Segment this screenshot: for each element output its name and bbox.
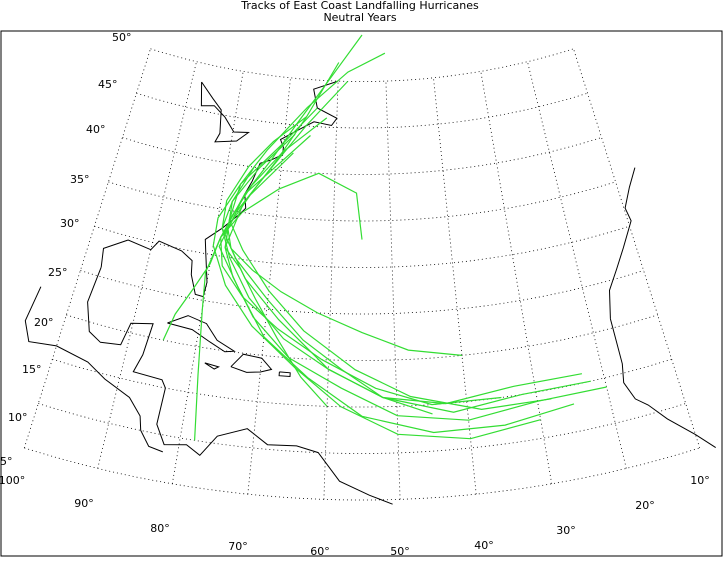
map-layers <box>23 34 716 505</box>
latitude-line <box>136 92 588 129</box>
coastline <box>100 80 339 298</box>
map-subtitle: Neutral Years <box>323 11 396 24</box>
latitude-label: 5° <box>0 455 13 468</box>
longitude-label: 70° <box>228 540 248 553</box>
longitude-line <box>385 81 401 500</box>
latitude-label: 45° <box>98 78 118 91</box>
longitude-line <box>247 77 291 495</box>
coastline <box>609 318 716 449</box>
longitude-label: 60° <box>310 545 330 558</box>
hurricane-track <box>194 34 363 441</box>
latitude-line <box>80 270 644 315</box>
latitude-label: 10° <box>8 411 28 424</box>
coastline <box>278 371 291 378</box>
latitude-line <box>122 137 602 175</box>
hurricane-track <box>221 166 591 413</box>
longitude-label: 10° <box>690 474 710 487</box>
hurricane-track <box>224 62 607 421</box>
hurricane-track <box>227 135 462 356</box>
longitude-line <box>171 71 244 484</box>
map-title: Tracks of East Coast Landfalling Hurrica… <box>240 0 479 12</box>
coastline <box>204 362 221 370</box>
latitude-label: 50° <box>112 31 132 44</box>
coastline <box>167 315 236 353</box>
latitude-label: 20° <box>34 316 54 329</box>
longitude-label: 40° <box>474 539 494 552</box>
coastline <box>24 286 163 453</box>
longitude-line <box>323 81 339 500</box>
longitude-line <box>433 77 477 495</box>
coastline <box>87 267 393 505</box>
hurricane-track <box>221 116 433 415</box>
hurricane-track <box>218 80 575 434</box>
longitude-label: 20° <box>635 499 655 512</box>
hurricane-track <box>225 133 583 405</box>
longitude-label: 90° <box>74 497 94 510</box>
hurricane-track <box>228 52 552 411</box>
latitude-line <box>108 181 616 222</box>
hurricane-track <box>220 152 502 406</box>
coastline <box>230 353 273 373</box>
latitude-line <box>66 314 658 361</box>
latitude-label: 15° <box>22 363 42 376</box>
longitude-label: 100° <box>0 474 25 487</box>
longitude-label: 50° <box>390 545 410 558</box>
latitude-label: 35° <box>70 173 90 186</box>
longitude-line <box>23 48 151 449</box>
coastline <box>200 81 250 143</box>
longitude-label: 30° <box>556 524 576 537</box>
longitude-line <box>527 61 627 469</box>
coastline <box>608 167 636 319</box>
latitude-label: 40° <box>86 123 106 136</box>
latitude-label: 30° <box>60 217 80 230</box>
longitude-label: 80° <box>150 522 170 535</box>
latitude-label: 25° <box>48 266 68 279</box>
longitude-line <box>480 71 553 484</box>
latitude-line <box>94 225 630 268</box>
latitude-line <box>38 403 686 454</box>
map-frame <box>0 30 723 557</box>
longitude-line <box>573 48 701 449</box>
hurricane-track <box>224 117 328 407</box>
longitude-line <box>97 61 197 469</box>
